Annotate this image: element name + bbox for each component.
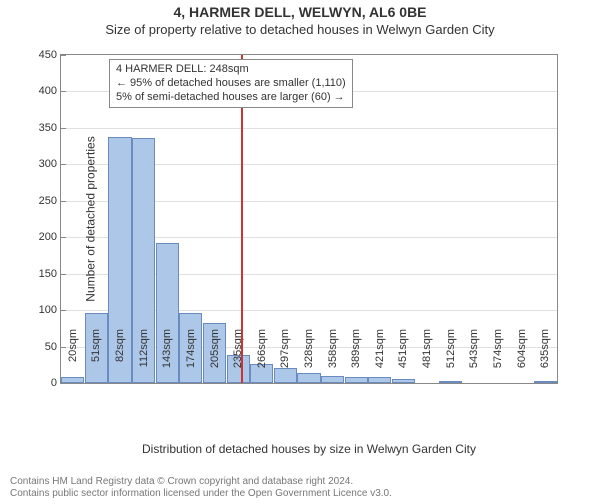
x-tick-label: 51sqm bbox=[90, 329, 102, 389]
y-tick-label: 50 bbox=[25, 341, 61, 353]
x-tick-label: 512sqm bbox=[445, 329, 457, 389]
x-tick-label: 266sqm bbox=[256, 329, 268, 389]
info-box-line: 5% of semi-detached houses are larger (6… bbox=[116, 91, 346, 105]
info-box: 4 HARMER DELL: 248sqm← 95% of detached h… bbox=[109, 59, 353, 108]
plot-region: 05010015020025030035040045020sqm51sqm82s… bbox=[60, 54, 558, 384]
x-tick-label: 604sqm bbox=[516, 329, 528, 389]
footer-line-2: Contains public sector information licen… bbox=[10, 488, 392, 500]
x-tick-label: 421sqm bbox=[374, 329, 386, 389]
y-tick-label: 150 bbox=[25, 268, 61, 280]
x-tick-label: 574sqm bbox=[492, 329, 504, 389]
y-tick-label: 450 bbox=[25, 49, 61, 61]
y-tick-label: 200 bbox=[25, 231, 61, 243]
x-tick-label: 543sqm bbox=[468, 329, 480, 389]
chart-title: 4, HARMER DELL, WELWYN, AL6 0BE bbox=[0, 4, 600, 20]
x-tick-label: 358sqm bbox=[327, 329, 339, 389]
chart-subtitle: Size of property relative to detached ho… bbox=[0, 22, 600, 37]
gridline bbox=[61, 128, 557, 129]
info-box-line: 4 HARMER DELL: 248sqm bbox=[116, 63, 346, 77]
x-tick-label: 20sqm bbox=[67, 329, 79, 389]
y-tick-label: 300 bbox=[25, 158, 61, 170]
info-box-line: ← 95% of detached houses are smaller (1,… bbox=[116, 77, 346, 91]
y-tick-label: 350 bbox=[25, 122, 61, 134]
x-tick-label: 112sqm bbox=[138, 329, 150, 389]
x-tick-label: 205sqm bbox=[209, 329, 221, 389]
x-tick-label: 635sqm bbox=[539, 329, 551, 389]
x-tick-label: 451sqm bbox=[397, 329, 409, 389]
x-tick-label: 389sqm bbox=[350, 329, 362, 389]
x-tick-label: 143sqm bbox=[161, 329, 173, 389]
x-axis-label: Distribution of detached houses by size … bbox=[60, 442, 558, 456]
x-tick-label: 328sqm bbox=[303, 329, 315, 389]
x-tick-label: 297sqm bbox=[279, 329, 291, 389]
x-tick-label: 174sqm bbox=[185, 329, 197, 389]
x-tick-label: 481sqm bbox=[421, 329, 433, 389]
footer-line-1: Contains HM Land Registry data © Crown c… bbox=[10, 476, 392, 488]
y-tick-label: 400 bbox=[25, 85, 61, 97]
y-tick-label: 250 bbox=[25, 195, 61, 207]
x-tick-label: 82sqm bbox=[114, 329, 126, 389]
attribution-footer: Contains HM Land Registry data © Crown c… bbox=[10, 476, 392, 500]
y-axis-label: Number of detached properties bbox=[84, 136, 98, 301]
y-tick-label: 100 bbox=[25, 304, 61, 316]
y-tick-label: 0 bbox=[25, 377, 61, 389]
chart-area: 05010015020025030035040045020sqm51sqm82s… bbox=[60, 54, 558, 384]
